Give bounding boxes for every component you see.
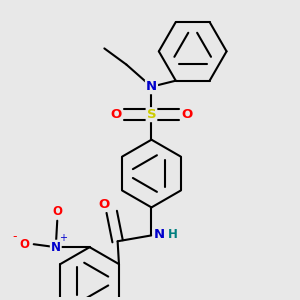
Text: +: + bbox=[59, 233, 67, 243]
Text: N: N bbox=[146, 80, 157, 93]
Text: O: O bbox=[110, 108, 122, 121]
Text: O: O bbox=[52, 205, 62, 218]
Text: O: O bbox=[181, 108, 192, 121]
Text: H: H bbox=[168, 228, 178, 241]
Text: S: S bbox=[147, 108, 156, 121]
Text: -: - bbox=[12, 230, 17, 243]
Text: N: N bbox=[51, 241, 61, 254]
Text: O: O bbox=[99, 198, 110, 211]
Text: N: N bbox=[153, 228, 164, 241]
Text: O: O bbox=[20, 238, 30, 251]
